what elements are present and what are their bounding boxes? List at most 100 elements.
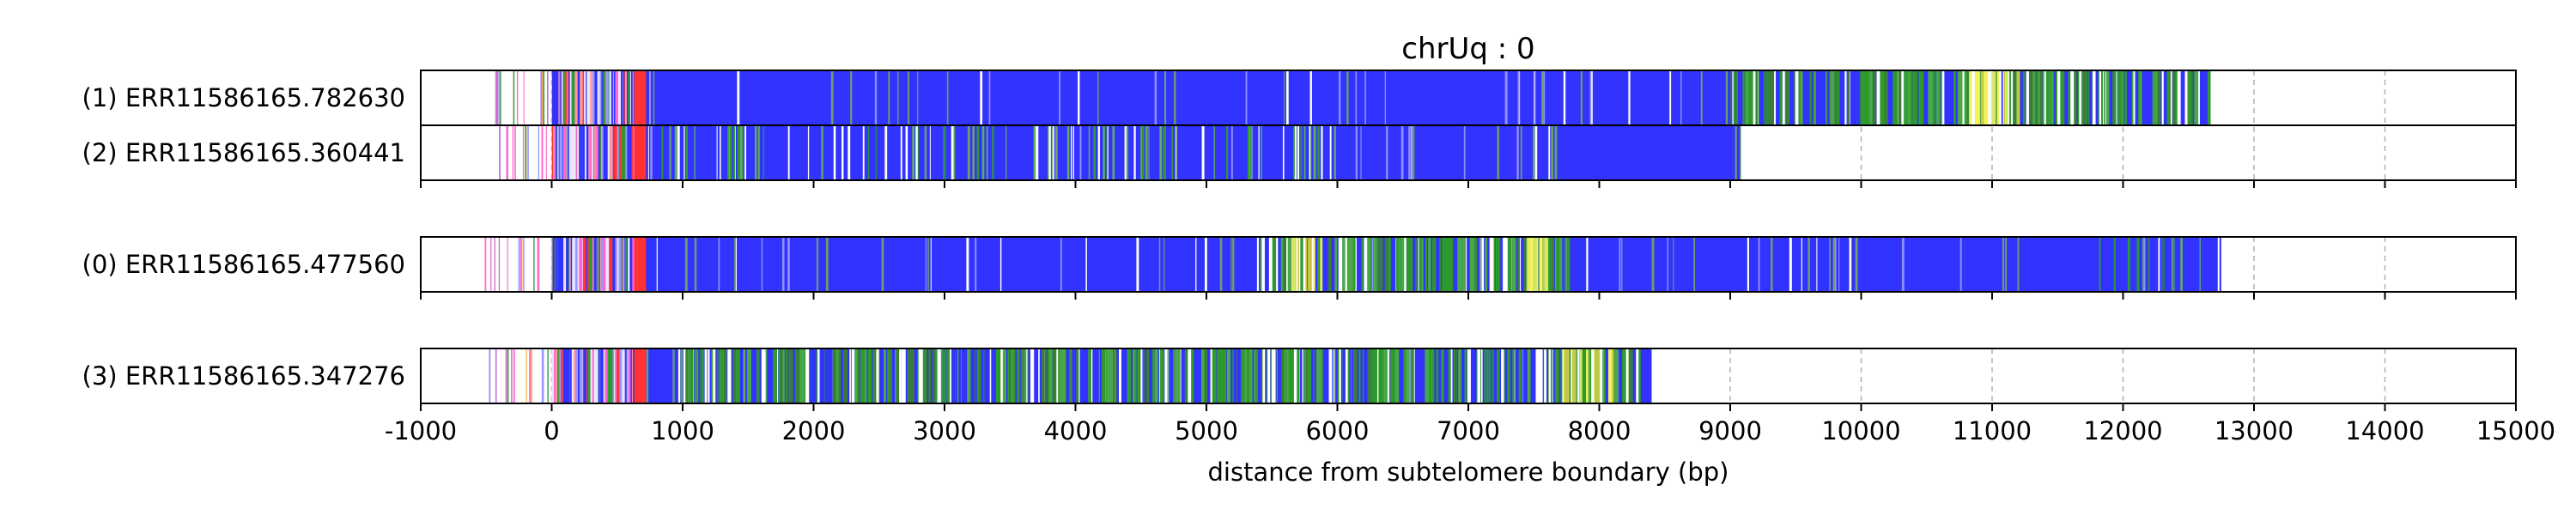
read-stripe bbox=[2154, 70, 2158, 125]
read-stripe bbox=[625, 70, 627, 125]
read-stripe bbox=[1807, 237, 1810, 292]
read-stripe bbox=[1283, 237, 1287, 292]
read-stripe bbox=[545, 125, 547, 180]
read-stripe bbox=[560, 125, 562, 180]
read-stripe bbox=[1386, 125, 1388, 180]
read-stripe bbox=[1106, 125, 1108, 180]
read-stripe bbox=[683, 125, 685, 180]
read-stripe bbox=[915, 125, 918, 180]
read-stripe bbox=[484, 237, 487, 292]
read-stripe bbox=[1533, 70, 1535, 125]
read-stripe bbox=[980, 70, 983, 125]
read-stripe bbox=[2081, 70, 2084, 125]
read-stripe bbox=[2016, 70, 2020, 125]
read-stripe bbox=[586, 237, 587, 292]
read-stripe bbox=[841, 125, 844, 180]
read-stripe bbox=[817, 348, 820, 403]
read-stripe bbox=[1159, 125, 1163, 180]
read-stripe bbox=[1362, 348, 1364, 403]
read-stripe bbox=[1354, 348, 1358, 403]
read-label: (0) ERR11586165.477560 bbox=[82, 250, 405, 279]
read-stripe bbox=[754, 125, 757, 180]
read-stripe bbox=[957, 348, 959, 403]
read-stripe bbox=[624, 348, 627, 403]
read-stripe bbox=[1287, 237, 1291, 292]
read-stripe bbox=[1154, 348, 1158, 403]
read-stripe bbox=[1448, 348, 1452, 403]
read-stripe bbox=[2017, 237, 2020, 292]
read-stripe bbox=[537, 237, 539, 292]
read-stripe bbox=[1309, 70, 1312, 125]
read-stripe bbox=[744, 348, 746, 403]
read-stripe bbox=[1329, 125, 1332, 180]
read-stripe bbox=[1175, 348, 1178, 403]
read-stripe bbox=[738, 125, 741, 180]
read-stripe bbox=[1816, 237, 1818, 292]
x-tick-label: 11000 bbox=[1953, 416, 2032, 445]
read-stripe bbox=[575, 125, 578, 180]
read-stripe bbox=[728, 125, 730, 180]
read-stripe bbox=[1361, 348, 1363, 403]
read-stripe bbox=[766, 348, 770, 403]
read-stripe bbox=[1355, 70, 1358, 125]
read-stripe bbox=[1463, 125, 1466, 180]
read-stripe bbox=[598, 125, 599, 180]
read-stripe bbox=[621, 70, 623, 125]
read-stripe bbox=[1363, 348, 1365, 403]
read-stripe bbox=[933, 348, 936, 403]
read-stripe bbox=[1071, 125, 1072, 180]
read-stripe bbox=[1533, 125, 1535, 180]
read-stripe bbox=[899, 348, 902, 403]
read-stripe bbox=[930, 237, 932, 292]
read-stripe bbox=[955, 348, 958, 403]
read-stripe bbox=[1200, 348, 1206, 403]
read-stripe bbox=[1732, 70, 1734, 125]
x-axis-label: distance from subtelomere boundary (bp) bbox=[1208, 457, 1729, 487]
read-stripe bbox=[2113, 237, 2116, 292]
read-stripe bbox=[1002, 348, 1006, 403]
read-stripe bbox=[1542, 70, 1546, 125]
read-stripe bbox=[992, 125, 994, 180]
read-stripe bbox=[1133, 125, 1136, 180]
read-stripe bbox=[1952, 70, 1953, 125]
read-stripe bbox=[995, 348, 998, 403]
read-stripe bbox=[1276, 237, 1279, 292]
read-stripe bbox=[830, 348, 833, 403]
read-stripe bbox=[854, 348, 858, 403]
read-stripe bbox=[2045, 70, 2050, 125]
read-stripe bbox=[893, 348, 896, 403]
read-stripe bbox=[1161, 348, 1163, 403]
read-stripe bbox=[1572, 348, 1577, 403]
read-stripe bbox=[1872, 70, 1877, 125]
read-stripe bbox=[603, 237, 606, 292]
read-stripe bbox=[611, 70, 613, 125]
read-stripe bbox=[890, 348, 892, 403]
read-stripe bbox=[1782, 70, 1785, 125]
read-stripe bbox=[1619, 237, 1621, 292]
read-stripe bbox=[1409, 237, 1413, 292]
read-stripe bbox=[1300, 237, 1305, 292]
read-stripe bbox=[656, 237, 658, 292]
read-stripe bbox=[1284, 70, 1285, 125]
read-stripe bbox=[1360, 125, 1362, 180]
read-stripe bbox=[986, 125, 988, 180]
read-stripe bbox=[2177, 70, 2181, 125]
read-stripe bbox=[1124, 125, 1127, 180]
read-stripe bbox=[1310, 125, 1312, 180]
read-stripe bbox=[541, 125, 544, 180]
read-stripe bbox=[1141, 125, 1145, 180]
read-stripe bbox=[1484, 348, 1486, 403]
read-stripe bbox=[619, 237, 622, 292]
read-stripe bbox=[1862, 70, 1866, 125]
read-stripe bbox=[514, 125, 516, 180]
read-stripe bbox=[1352, 348, 1354, 403]
x-tick-label: 12000 bbox=[2083, 416, 2162, 445]
read-stripe bbox=[1545, 348, 1546, 403]
read-stripe bbox=[973, 348, 975, 403]
read-stripe bbox=[927, 237, 929, 292]
read-stripe bbox=[1758, 237, 1760, 292]
read-stripe bbox=[1536, 237, 1541, 292]
read-stripe bbox=[627, 348, 629, 403]
read-stripe bbox=[551, 125, 554, 180]
read-stripe bbox=[830, 70, 834, 125]
